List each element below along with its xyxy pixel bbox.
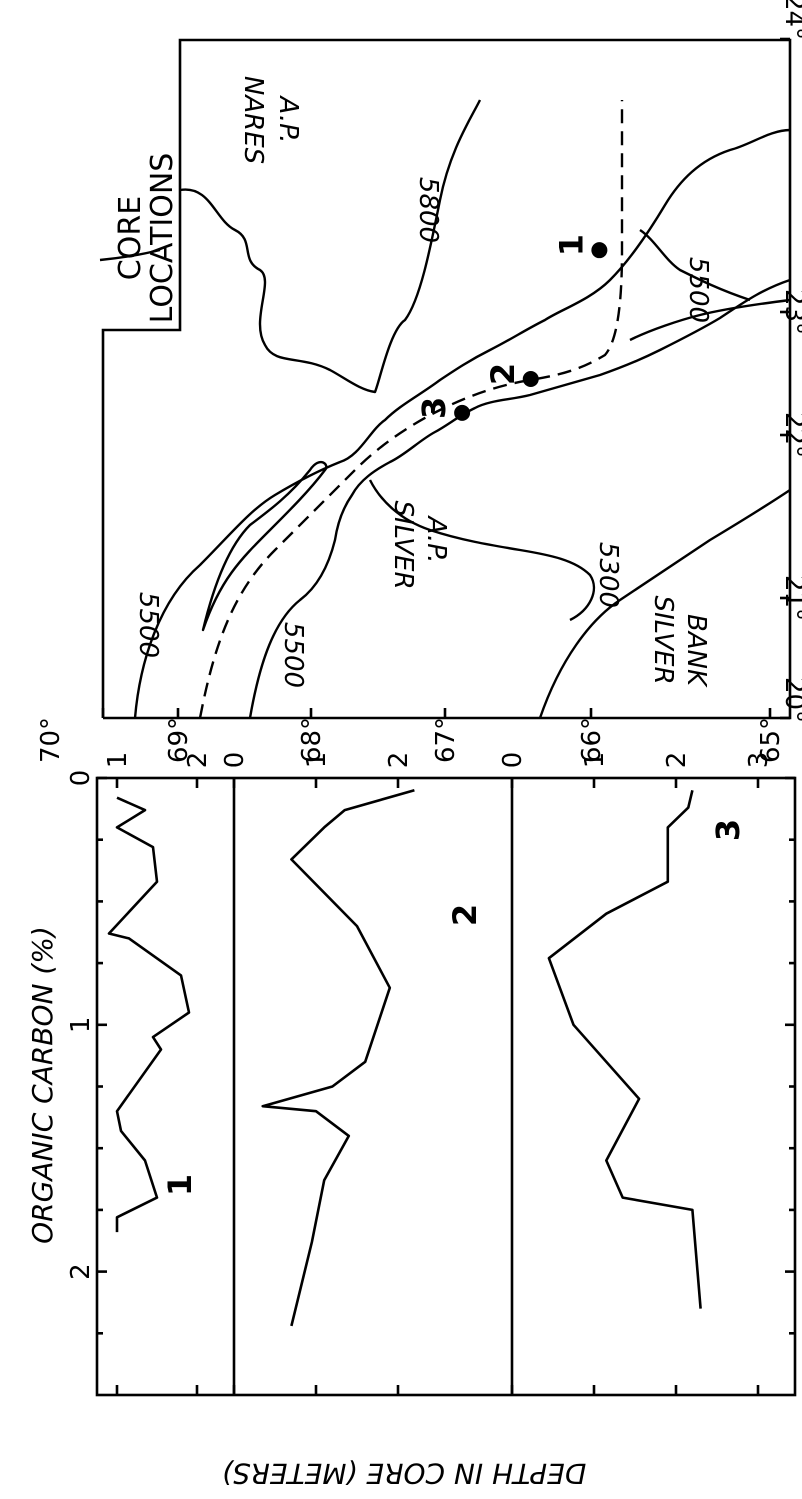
contour-silver-ap [368,479,596,622]
place-nares-ap: A.P. [273,95,303,144]
lon-tick-labels: 65° 66° 67° 68° 69° 70° [36,717,786,763]
lat-label-24: 24° [779,0,802,40]
place-silver-bank-bank: BANK [681,614,711,688]
map-title-locations: LOCATIONS [145,153,180,324]
contour-label-5300: 5300 [593,542,623,608]
map-title-core: CORE [113,196,148,280]
contour-nares-east [99,248,161,262]
y-tick-label: 0 [498,752,528,769]
lat-ticks [780,37,790,720]
core-label-3: 3 [415,397,453,419]
y-tick-label: 1 [103,752,133,769]
lon-label-67: 67° [431,717,461,763]
contour-5500-outer [133,128,791,719]
lat-label-22: 22° [779,412,802,458]
core-label-1: 1 [552,234,590,256]
x-tick-label: 2 [66,1263,96,1280]
y-tick-label: 2 [384,752,414,769]
lat-label-20: 20° [779,677,802,723]
series-core-1 [107,796,191,1233]
contour-label-5800: 5800 [413,177,443,243]
lon-label-70: 70° [36,717,66,763]
contour-label-5500-a: 5500 [133,592,163,658]
place-silver-ap-ap: A.P. [421,515,451,564]
trough-axis [198,100,624,719]
core-marker-3 [454,404,471,421]
core-marker-1 [591,242,608,259]
bathymetric-contours [99,99,791,719]
core-locations-map: CORE LOCATIONS 24° 23° 22° 21° 20° 65° 6… [36,0,802,763]
core-markers: 1 2 3 [415,234,608,421]
lat-label-21: 21° [779,575,802,621]
contour-label-5500-c: 5500 [683,257,713,323]
x-axis-ticks: 0 1 2 [66,770,795,1335]
y-tick-label: 1 [302,752,332,769]
x-tick-label: 1 [66,1017,96,1034]
contour-label-5500-b: 5500 [278,622,308,688]
x-axis-title: DEPTH IN CORE (METERS) [222,1457,587,1490]
series-core-3 [547,790,702,1309]
y-tick-label: 0 [220,752,250,769]
place-silver-bank: SILVER [648,595,678,684]
contour-5500-inner [248,278,791,719]
place-names: NARES A.P. SILVER A.P. SILVER BANK [238,76,711,688]
place-nares: NARES [238,76,268,164]
series-core-2 [261,789,415,1327]
contour-labels: 5800 5500 5500 5500 5300 [133,177,713,688]
lon-label-69: 69° [164,717,194,763]
contour-5300 [538,489,791,719]
x-tick-label: 0 [66,770,96,787]
place-silver-ap: SILVER [388,500,418,589]
lon-label-66: 66° [577,717,607,763]
panel-label-1: 1 [161,1174,199,1196]
lon-label-68: 68° [297,717,327,763]
panel-label-3: 3 [709,819,747,841]
contour-trough [201,460,328,632]
organic-carbon-chart: ORGANIC CARBON (%) DEPTH IN CORE (METERS… [26,752,797,1490]
contour-5800 [179,99,482,394]
plot-frame [95,776,797,1397]
y-tick-label: 3 [744,752,774,769]
lon-label-65: 65° [756,717,786,763]
contour-5500-east [639,229,751,302]
contour-5500-south [629,298,791,342]
y-tick-label: 1 [580,752,610,769]
series-lines [107,789,702,1327]
lon-ticks [101,708,772,718]
panel-labels: 1 2 3 [161,819,747,1196]
plot-border [95,776,797,1397]
y-axis-title: ORGANIC CARBON (%) [26,926,59,1244]
panel-label-2: 2 [446,904,484,926]
y-tick-label: 2 [183,752,213,769]
core-label-2: 2 [484,363,522,385]
y-tick-label: 2 [662,752,692,769]
core-marker-2 [522,371,539,387]
